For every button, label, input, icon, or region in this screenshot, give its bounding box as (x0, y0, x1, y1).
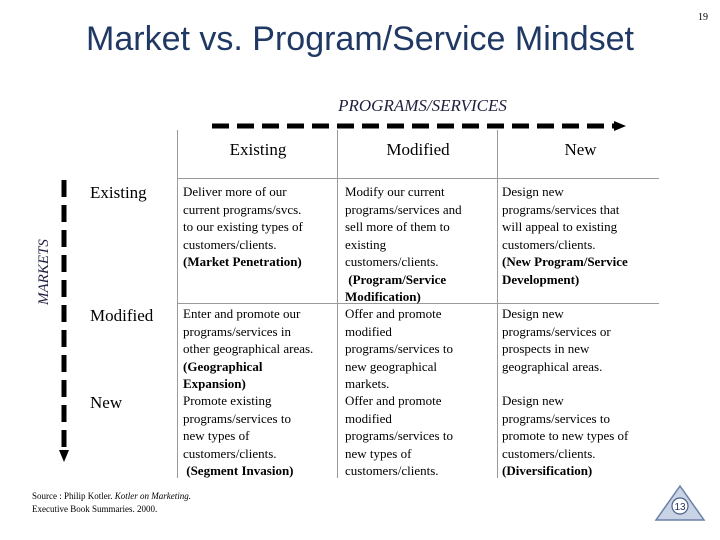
cell-modified-existing: Enter and promote our programs/services … (183, 305, 337, 393)
cell-line: programs/services to (345, 341, 453, 356)
cell-line-strategy: (Geographical (183, 358, 263, 374)
cell-existing-new: Design new programs/services that will a… (502, 183, 662, 288)
cell-line-strategy: (Segment Invasion) (183, 463, 294, 478)
cell-line: customers/clients. (183, 236, 277, 252)
programs-axis-label: PROGRAMS/SERVICES (338, 96, 507, 115)
source-book-title: Kotler on Marketing. (114, 491, 191, 501)
column-header-new: New (564, 140, 597, 159)
cell-line: programs/services in (183, 323, 291, 339)
cell-line: customers/clients. (502, 445, 596, 461)
row-header-new: New (90, 393, 123, 412)
organization-logo: 13 (654, 484, 706, 521)
grid-hline-row1 (177, 303, 659, 304)
source-line-1: Source : Philip Kotler. Kotler on Market… (32, 490, 191, 503)
column-header-existing: Existing (229, 140, 287, 159)
cell-line: geographical areas. (502, 358, 603, 374)
cell-line-strategy: (Market Penetration) (183, 254, 302, 269)
cell-line-strategy: (New Program/Service (502, 254, 628, 269)
logo-circle (671, 497, 689, 515)
source-line-2: Executive Book Summaries. 2000. (32, 504, 158, 514)
cell-line: programs/services that (502, 201, 620, 217)
cell-line: new types of (183, 428, 250, 443)
cell-line: programs/services or (502, 323, 611, 339)
source-citation: Source : Philip Kotler. Kotler on Market… (32, 490, 191, 516)
cell-new-new: Design new programs/services to promote … (502, 392, 662, 480)
cell-line: customers/clients. (183, 445, 277, 461)
grid-hline-header (177, 178, 659, 179)
cell-existing-existing: Deliver more of our current programs/svc… (183, 183, 335, 271)
cell-line-strategy: Expansion) (183, 376, 246, 391)
cell-line: programs/services to (345, 428, 453, 443)
cell-line: other geographical areas. (183, 341, 314, 356)
cell-line: Promote existing (183, 393, 272, 408)
cell-line: markets. (345, 376, 390, 391)
cell-line-strategy: (Program/Service (345, 271, 447, 287)
cell-line-strategy: Development) (502, 271, 580, 287)
cell-line-strategy: (Diversification) (502, 463, 593, 478)
row-header-modified: Modified (90, 306, 154, 325)
cell-line: to our existing types of (183, 219, 303, 234)
cell-line: customers/clients. (345, 254, 439, 269)
grid-vline-1 (177, 130, 178, 478)
cell-line: new geographical (345, 358, 438, 374)
cell-line: programs/services to (183, 410, 291, 426)
logo-number: 13 (674, 502, 686, 513)
cell-line: programs/services and (345, 201, 462, 217)
cell-modified-modified: Offer and promote modified programs/serv… (345, 305, 495, 393)
row-header-existing: Existing (90, 183, 147, 202)
markets-axis-label: MARKETS (36, 239, 52, 305)
cell-line: modified (345, 323, 392, 339)
slide-title: Market vs. Program/Service Mindset (86, 20, 634, 58)
cell-line: customers/clients. (345, 463, 439, 478)
cell-line: sell more of them to (345, 219, 450, 234)
source-prefix: Source : Philip Kotler. (32, 491, 115, 501)
cell-line: Offer and promote (345, 393, 442, 408)
cell-line: programs/services to (502, 410, 610, 426)
cell-line: Design new (502, 393, 564, 408)
grid-vline-2 (337, 130, 338, 478)
cell-line: Design new (502, 306, 564, 321)
cell-existing-modified: Modify our current programs/services and… (345, 183, 495, 306)
cell-line: Design new (502, 184, 564, 199)
cell-line: Offer and promote (345, 306, 442, 321)
cell-line: Modify our current (345, 184, 445, 199)
cell-line: will appeal to existing (502, 219, 618, 234)
markets-arrow-head (59, 450, 69, 462)
programs-arrow-head (614, 121, 626, 131)
grid-vline-3 (497, 130, 498, 478)
cell-line: promote to new types of (502, 428, 629, 443)
cell-new-modified: Offer and promote modified programs/serv… (345, 392, 495, 480)
cell-line: existing (345, 236, 387, 252)
cell-new-existing: Promote existing programs/services to ne… (183, 392, 335, 480)
cell-line: modified (345, 410, 392, 426)
cell-line: customers/clients. (502, 236, 596, 252)
cell-line: Enter and promote our (183, 306, 301, 321)
cell-modified-new: Design new programs/services or prospect… (502, 305, 662, 375)
page-number: 19 (698, 12, 708, 23)
cell-line-strategy: Modification) (345, 289, 421, 304)
cell-line: Deliver more of our (183, 184, 287, 199)
cell-line: prospects in new (502, 341, 590, 356)
column-header-modified: Modified (386, 140, 450, 159)
cell-line: new types of (345, 445, 412, 461)
cell-line: current programs/svcs. (183, 201, 302, 217)
